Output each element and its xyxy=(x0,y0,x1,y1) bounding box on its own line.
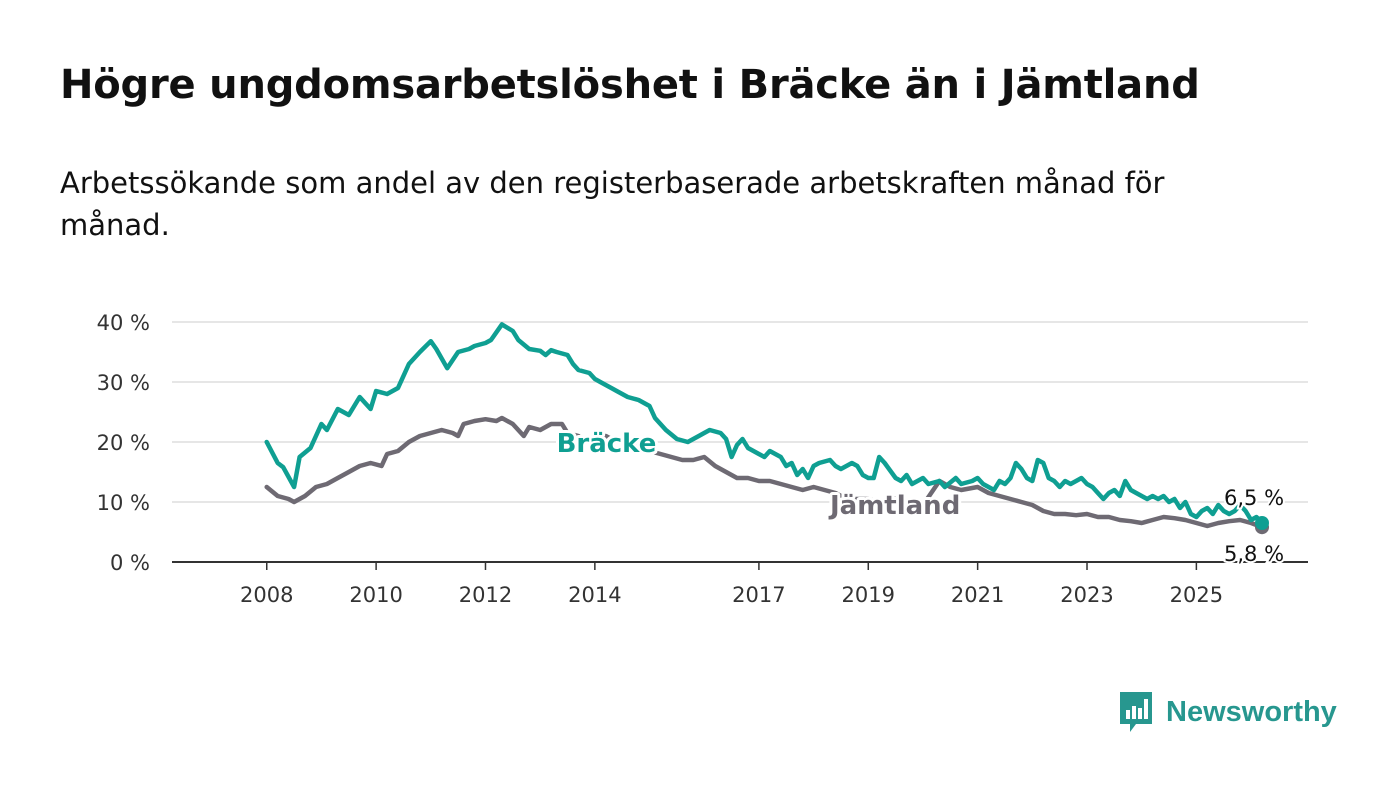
series-line-jamtland xyxy=(264,415,1265,530)
y-tick-label: 20 % xyxy=(97,431,150,455)
x-tick-label: 2021 xyxy=(951,583,1004,607)
x-tick-label: 2025 xyxy=(1170,583,1223,607)
series-label: Bräcke xyxy=(557,429,657,459)
newsworthy-bar-chart-icon xyxy=(1120,692,1152,732)
y-tick-label: 10 % xyxy=(97,491,150,515)
x-tick-label: 2012 xyxy=(459,583,512,607)
series-labels: Bräcke 6,5 % Jämtland 5,8 % xyxy=(554,426,1286,568)
end-value-label: 6,5 % xyxy=(1224,486,1284,510)
series-label: Jämtland xyxy=(828,491,960,521)
series-end-marker xyxy=(1255,516,1269,530)
y-tick-label: 30 % xyxy=(97,371,150,395)
x-tick-label: 2019 xyxy=(842,583,895,607)
end-value-label: 5,8 % xyxy=(1224,542,1284,566)
series-lines xyxy=(264,322,1269,535)
gridlines: 0 % 10 % 20 % 30 % 40 % xyxy=(97,311,1308,575)
x-tick-label: 2008 xyxy=(240,583,293,607)
x-tick-label: 2010 xyxy=(349,583,402,607)
x-tick-label: 2014 xyxy=(568,583,621,607)
series-line-bracke xyxy=(264,322,1265,526)
chart-title: Högre ungdomsarbetslöshet i Bräcke än i … xyxy=(60,62,1200,108)
x-tick-label: 2017 xyxy=(732,583,785,607)
y-tick-label: 40 % xyxy=(97,311,150,335)
y-tick-label: 0 % xyxy=(110,551,150,575)
newsworthy-logo: Newsworthy xyxy=(1118,690,1337,734)
chart-subtitle: Arbetssökande som andel av den registerb… xyxy=(60,166,1165,242)
x-axis: 2008 2010 2012 2014 2017 2019 2021 2023 2025 xyxy=(172,561,1308,607)
x-tick-label: 2023 xyxy=(1060,583,1113,607)
brand-name: Newsworthy xyxy=(1166,695,1337,728)
